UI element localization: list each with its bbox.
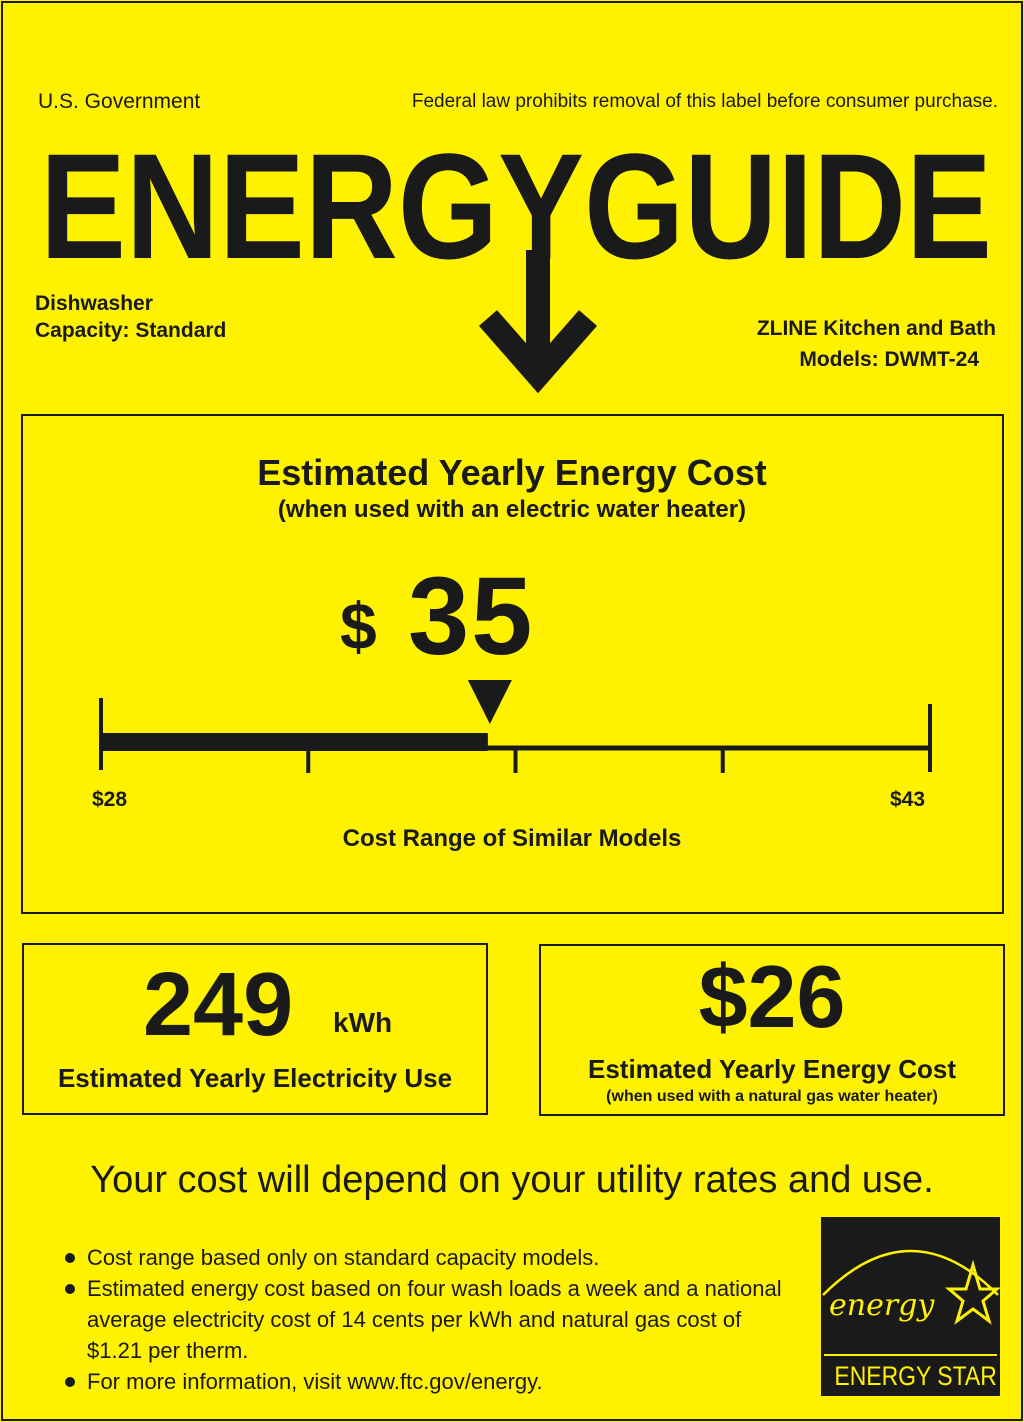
range-caption: Cost Range of Similar Models: [342, 825, 682, 852]
logo-label: ENERGY STAR: [834, 1361, 997, 1391]
disclaimer: Your cost will depend on your utility ra…: [90, 1159, 934, 1201]
electricity-unit: kWh: [333, 1007, 393, 1038]
gas-cost-sublabel: (when used with a natural gas water heat…: [606, 1088, 938, 1105]
removal-notice: Federal law prohibits removal of this la…: [411, 91, 998, 112]
model-numbers: Models: DWMT-24: [799, 348, 979, 371]
main-cost-subheading: (when used with an electric water heater…: [277, 496, 747, 523]
main-cost-panel: [21, 414, 1004, 914]
note-item: For more information, visit www.ftc.gov/…: [63, 1366, 783, 1397]
main-cost-heading: Estimated Yearly Energy Cost: [257, 452, 767, 493]
range-max-label: $43: [890, 788, 926, 811]
main-cost-currency: $: [340, 589, 377, 663]
issuer-text: U.S. Government: [38, 90, 201, 113]
note-item: Cost range based only on standard capaci…: [63, 1242, 783, 1273]
manufacturer: ZLINE Kitchen and Bath: [756, 317, 996, 340]
electricity-label: Estimated Yearly Electricity Use: [57, 1063, 453, 1093]
energy-star-logo: energy ENERGY STAR: [821, 1217, 1000, 1396]
electricity-use-panel: [22, 943, 488, 1115]
cost-range-scale: [99, 680, 932, 773]
scale-fill-bar: [101, 733, 488, 751]
main-cost-value: 35: [408, 555, 535, 678]
range-min-label: $28: [92, 788, 128, 811]
notes-list: Cost range based only on standard capaci…: [63, 1242, 783, 1397]
gas-cost-label: Estimated Yearly Energy Cost: [587, 1054, 956, 1084]
gas-cost-value: $26: [698, 947, 846, 1046]
title-text: ENERGYGUIDE: [40, 122, 992, 290]
product-capacity: Capacity: Standard: [35, 319, 227, 342]
note-item: Estimated energy cost based on four wash…: [63, 1273, 783, 1366]
cost-marker-triangle: [467, 680, 512, 724]
product-type: Dishwasher: [35, 292, 153, 315]
electricity-value: 249: [143, 955, 294, 1055]
gas-cost-panel: [539, 944, 1005, 1116]
logo-divider: [824, 1354, 997, 1356]
down-arrow-icon: [478, 250, 598, 394]
energyguide-title: ENERGYGUIDE: [40, 122, 992, 394]
logo-script-text: energy: [829, 1288, 935, 1323]
energy-star-icon: energy: [822, 1249, 1000, 1325]
